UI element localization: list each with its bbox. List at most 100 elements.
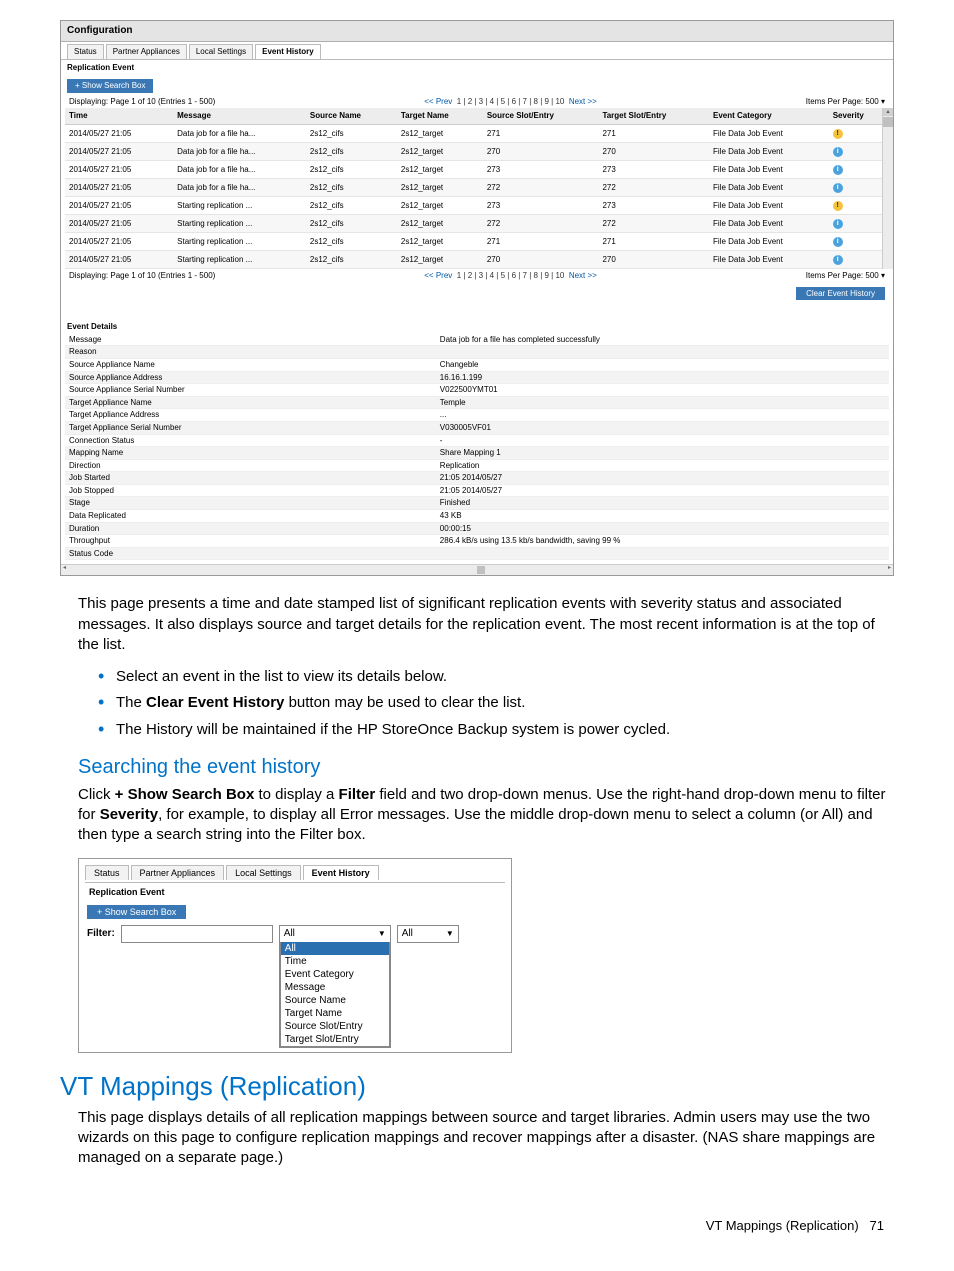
tab-status[interactable]: Status (67, 44, 104, 59)
detail-row: Target Appliance Serial NumberV030005VF0… (65, 421, 889, 434)
vertical-scrollbar[interactable]: ▴ (882, 108, 893, 269)
page-display-label: Displaying: Page 1 of 10 (Entries 1 - 50… (69, 271, 215, 281)
scroll-right-arrow[interactable]: ▸ (888, 565, 891, 572)
table-row[interactable]: 2014/05/27 21:05Starting replication ...… (65, 232, 889, 250)
prev-link[interactable]: << Prev (424, 97, 452, 106)
table-row[interactable]: 2014/05/27 21:05Starting replication ...… (65, 214, 889, 232)
table-row[interactable]: 2014/05/27 21:05Data job for a file ha..… (65, 124, 889, 142)
detail-row: Source Appliance Serial NumberV022500YMT… (65, 384, 889, 397)
col-header[interactable]: Target Name (397, 108, 483, 124)
scroll-up-arrow[interactable]: ▴ (883, 108, 893, 116)
info-icon (833, 237, 843, 247)
column-select-value: All (284, 928, 295, 939)
table-row[interactable]: 2014/05/27 21:05Starting replication ...… (65, 196, 889, 214)
info-icon (833, 255, 843, 265)
col-header[interactable]: Message (173, 108, 306, 124)
column-select-dropdown[interactable]: AllTimeEvent CategoryMessageSource NameT… (280, 942, 390, 1047)
detail-row: Data Replicated43 KB (65, 510, 889, 523)
dropdown-option[interactable]: Time (281, 955, 389, 968)
search-paragraph: Click + Show Search Box to display a Fil… (78, 785, 894, 846)
tab-partner-appliances[interactable]: Partner Appliances (106, 44, 187, 59)
filter-input[interactable] (121, 925, 273, 943)
section-heading-searching: Searching the event history (78, 756, 894, 779)
events-table: TimeMessageSource NameTarget NameSource … (65, 108, 889, 269)
ipp-label: Items Per Page: (806, 97, 863, 106)
tab-partner-appliances[interactable]: Partner Appliances (131, 865, 225, 880)
bullet-item: Select an event in the list to view its … (98, 667, 894, 687)
subtab-label: Replication Event (85, 882, 505, 901)
dropdown-option[interactable]: Source Name (281, 994, 389, 1007)
window-title: Configuration (61, 21, 893, 42)
table-row[interactable]: 2014/05/27 21:05Data job for a file ha..… (65, 142, 889, 160)
table-row[interactable]: 2014/05/27 21:05Data job for a file ha..… (65, 160, 889, 178)
detail-row: Reason (65, 346, 889, 359)
next-link[interactable]: Next >> (569, 97, 597, 106)
detail-row: DirectionReplication (65, 459, 889, 472)
ipp-value[interactable]: 500 (865, 97, 878, 106)
detail-row: Source Appliance NameChangeble (65, 358, 889, 371)
detail-row: StageFinished (65, 497, 889, 510)
detail-row: Duration00:00:15 (65, 522, 889, 535)
clear-event-history-button[interactable]: Clear Event History (796, 287, 885, 301)
table-row[interactable]: 2014/05/27 21:05Data job for a file ha..… (65, 178, 889, 196)
event-details-heading: Event Details (61, 306, 893, 334)
items-per-page: Items Per Page: 500 ▾ (806, 97, 885, 107)
filter-label: Filter: (87, 925, 115, 939)
info-icon (833, 219, 843, 229)
show-search-box-button[interactable]: + Show Search Box (87, 905, 186, 919)
col-header[interactable]: Source Name (306, 108, 397, 124)
detail-row: Throughput286.4 kB/s using 13.5 kb/s ban… (65, 535, 889, 548)
dropdown-option[interactable]: Message (281, 981, 389, 994)
severity-select-value: All (402, 928, 413, 939)
detail-row: Mapping NameShare Mapping 1 (65, 447, 889, 460)
col-header[interactable]: Event Category (709, 108, 829, 124)
dropdown-option[interactable]: Event Category (281, 968, 389, 981)
dropdown-option[interactable]: Target Slot/Entry (281, 1033, 389, 1046)
dropdown-option[interactable]: Source Slot/Entry (281, 1020, 389, 1033)
warning-icon (833, 129, 843, 139)
col-header[interactable]: Severity (829, 108, 889, 124)
severity-select[interactable]: All ▼ (397, 925, 459, 943)
detail-row: Connection Status- (65, 434, 889, 447)
col-header[interactable]: Source Slot/Entry (483, 108, 599, 124)
table-row[interactable]: 2014/05/27 21:05Starting replication ...… (65, 250, 889, 268)
items-per-page: Items Per Page: 500 ▾ (806, 271, 885, 281)
tab-event-history[interactable]: Event History (303, 865, 379, 880)
next-link[interactable]: Next >> (569, 271, 597, 280)
scroll-thumb[interactable] (883, 117, 893, 127)
event-history-screenshot: Configuration StatusPartner AppliancesLo… (60, 20, 894, 576)
dropdown-option[interactable]: All (281, 942, 389, 955)
subtab-label: Replication Event (61, 59, 893, 76)
tab-bar: StatusPartner AppliancesLocal SettingsEv… (85, 865, 505, 880)
show-search-box-button[interactable]: + Show Search Box (67, 79, 153, 93)
tab-local-settings[interactable]: Local Settings (226, 865, 301, 880)
search-box-screenshot: StatusPartner AppliancesLocal SettingsEv… (78, 858, 512, 1053)
col-header[interactable]: Time (65, 108, 173, 124)
tab-event-history[interactable]: Event History (255, 44, 321, 59)
col-header[interactable]: Target Slot/Entry (598, 108, 709, 124)
pager[interactable]: << Prev 1 | 2 | 3 | 4 | 5 | 6 | 7 | 8 | … (424, 97, 597, 107)
horizontal-scrollbar[interactable]: ◂ ▸ (61, 564, 893, 575)
scroll-left-arrow[interactable]: ◂ (63, 565, 66, 572)
detail-row: Target Appliance Address... (65, 409, 889, 422)
page-links[interactable]: 1 | 2 | 3 | 4 | 5 | 6 | 7 | 8 | 9 | 10 (457, 271, 565, 280)
scroll-thumb-h[interactable] (477, 566, 485, 574)
dropdown-option[interactable]: Target Name (281, 1007, 389, 1020)
pager[interactable]: << Prev 1 | 2 | 3 | 4 | 5 | 6 | 7 | 8 | … (424, 271, 597, 281)
ipp-value[interactable]: 500 (865, 271, 878, 280)
prev-link[interactable]: << Prev (424, 271, 452, 280)
vt-mappings-paragraph: This page displays details of all replic… (78, 1108, 894, 1169)
info-icon (833, 147, 843, 157)
bullet-item: The History will be maintained if the HP… (98, 720, 894, 740)
page-display-label: Displaying: Page 1 of 10 (Entries 1 - 50… (69, 97, 215, 107)
info-icon (833, 165, 843, 175)
ipp-label: Items Per Page: (806, 271, 863, 280)
tab-status[interactable]: Status (85, 865, 129, 880)
column-select[interactable]: All ▼ AllTimeEvent CategoryMessageSource… (279, 925, 391, 1048)
tab-bar: StatusPartner AppliancesLocal SettingsEv… (61, 42, 893, 59)
page-footer: VT Mappings (Replication) 71 (60, 1218, 894, 1233)
section-heading-vt-mappings: VT Mappings (Replication) (60, 1071, 894, 1102)
tab-local-settings[interactable]: Local Settings (189, 44, 253, 59)
detail-row: Source Appliance Address16.16.1.199 (65, 371, 889, 384)
page-links[interactable]: 1 | 2 | 3 | 4 | 5 | 6 | 7 | 8 | 9 | 10 (457, 97, 565, 106)
